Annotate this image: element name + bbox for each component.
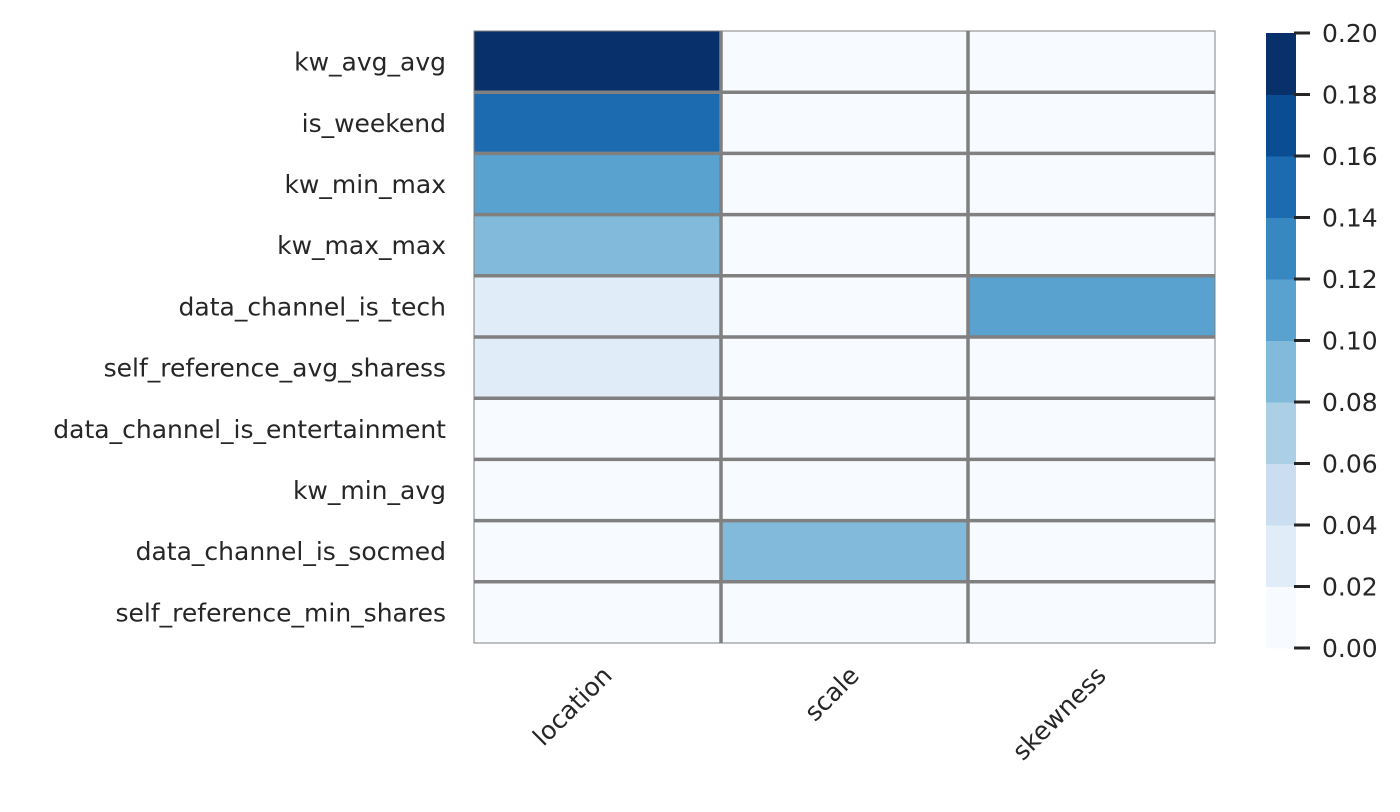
colorbar-bin (1266, 525, 1296, 587)
colorbar-tick-label: 0.04 (1322, 511, 1378, 540)
heatmap-cell (474, 214, 721, 276)
colorbar-tick-label: 0.06 (1322, 450, 1378, 479)
row-label: kw_min_avg (293, 476, 446, 505)
colorbar-tick-label: 0.14 (1322, 204, 1378, 233)
heatmap-cell (721, 459, 968, 521)
colorbar-tick-label: 0.08 (1322, 388, 1378, 417)
colorbar-tick-label: 0.16 (1322, 142, 1378, 171)
heatmap-cell (968, 92, 1215, 154)
heatmap-cell (474, 520, 721, 582)
heatmap-cell (721, 520, 968, 582)
colorbar-bin (1266, 402, 1296, 464)
heatmap-cell (968, 520, 1215, 582)
heatmap-cell (474, 31, 721, 93)
row-labels: kw_avg_avg is_weekend kw_min_max kw_max_max… (53, 48, 446, 628)
colorbar-bin (1266, 279, 1296, 341)
heatmap-cell (721, 31, 968, 93)
heatmap-cell (474, 153, 721, 215)
heatmap-cell (474, 398, 721, 460)
colorbar-bin (1266, 94, 1296, 157)
colorbar-tick-label: 0.12 (1322, 265, 1378, 294)
colorbar-bin (1266, 217, 1296, 280)
column-label: scale (799, 661, 865, 727)
colorbar-bin (1266, 340, 1296, 403)
heatmap-cell (968, 275, 1215, 337)
row-label: data_channel_is_socmed (136, 537, 446, 566)
colorbar-tick-label: 0.00 (1322, 634, 1378, 663)
colorbar-tick-label: 0.20 (1322, 19, 1378, 48)
colorbar-tick-label: 0.02 (1322, 573, 1378, 602)
heatmap-cell (721, 275, 968, 337)
heatmap-cell (968, 398, 1215, 460)
row-label: self_reference_min_shares (116, 598, 447, 627)
heatmap-cell (721, 581, 968, 643)
row-label: data_channel_is_tech (179, 292, 446, 321)
heatmap-cell (474, 459, 721, 521)
column-labels: location scale skewness (527, 661, 1112, 766)
heatmap-cell (474, 581, 721, 643)
colorbar-bin (1266, 156, 1296, 218)
heatmap-cell (968, 581, 1215, 643)
colorbar-tick-label: 0.18 (1322, 81, 1378, 110)
colorbar-bin (1266, 586, 1296, 649)
heatmap-gridlines (473, 30, 1216, 644)
heatmap-cell (474, 92, 721, 154)
column-label: skewness (1007, 661, 1112, 766)
heatmap-cell (721, 337, 968, 399)
heatmap-cell (474, 275, 721, 337)
heatmap-cell (968, 31, 1215, 93)
colorbar-tick-label: 0.10 (1322, 327, 1378, 356)
heatmap-cell (968, 459, 1215, 521)
heatmap-border (473, 30, 1216, 644)
colorbar-bin (1266, 463, 1296, 526)
row-label: data_channel_is_entertainment (53, 415, 446, 444)
row-label: is_weekend (302, 109, 446, 138)
heatmap-cell (968, 214, 1215, 276)
heatmap-cell (474, 337, 721, 399)
heatmap-cell (721, 92, 968, 154)
row-label: kw_avg_avg (294, 48, 446, 77)
heatmap-cells (474, 31, 1215, 643)
heatmap-cell (721, 153, 968, 215)
column-label: location (527, 661, 618, 752)
colorbar: 0.00 0.02 0.04 0.06 0.08 0.10 0.12 0.14 0.16 0.18… (1266, 19, 1378, 663)
colorbar-bin (1266, 33, 1296, 95)
row-label: self_reference_avg_sharess (104, 354, 446, 383)
heatmap-cell (721, 398, 968, 460)
heatmap-cell (968, 153, 1215, 215)
heatmap-cell (968, 337, 1215, 399)
row-label: kw_min_max (284, 170, 446, 199)
row-label: kw_max_max (277, 231, 446, 260)
heatmap-cell (721, 214, 968, 276)
